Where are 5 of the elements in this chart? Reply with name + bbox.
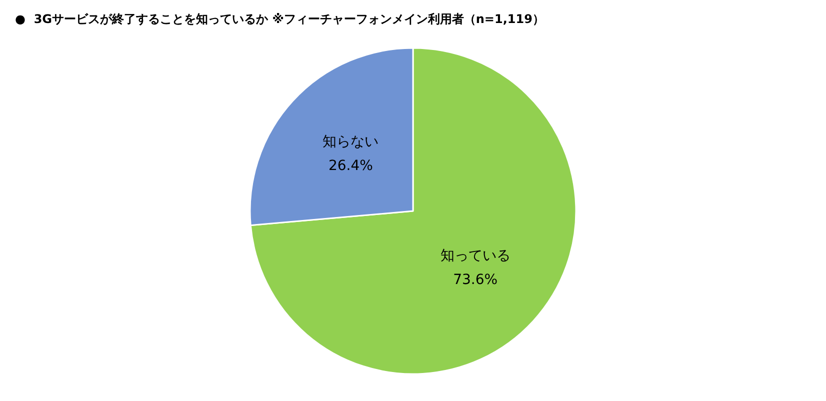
slice-label: 知らない — [322, 134, 379, 150]
data-label: 73.6% — [453, 272, 498, 288]
slice-label: 知っている — [440, 248, 510, 264]
data-label: 26.4% — [328, 158, 373, 174]
chart-title: ● 3Gサービスが終了することを知っているか ※フィーチャーフォンメイン利用者（n=1,119） — [15, 12, 544, 26]
